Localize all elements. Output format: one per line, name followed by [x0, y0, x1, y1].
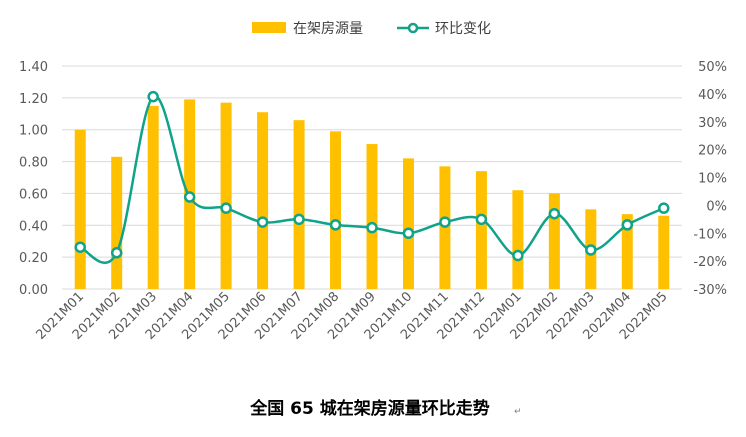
- line-series: [74, 90, 670, 264]
- bar: [621, 214, 633, 289]
- line-point: [548, 207, 561, 220]
- bar: [74, 129, 86, 289]
- line-point: [475, 213, 488, 226]
- line-point: [74, 241, 86, 253]
- bar: [548, 193, 560, 289]
- line-point: [293, 213, 305, 226]
- bar: [257, 112, 269, 289]
- right-tick-label: 0%: [706, 199, 727, 214]
- bar: [293, 120, 305, 290]
- right-tick-label: 20%: [698, 144, 727, 159]
- left-tick-label: 1.00: [19, 124, 48, 139]
- chart-title: 全国 65 城在架房源量环比走势: [249, 398, 490, 419]
- right-tick-label: 10%: [698, 172, 727, 187]
- line-point: [183, 191, 196, 203]
- right-tick-label: 50%: [698, 60, 727, 75]
- right-tick-label: 30%: [698, 116, 727, 131]
- bar: [366, 144, 378, 289]
- bar: [512, 190, 524, 289]
- line-point: [512, 249, 524, 262]
- left-tick-label: 1.20: [19, 92, 48, 107]
- line-point: [366, 221, 378, 234]
- bar: [475, 171, 487, 289]
- bar: [658, 215, 670, 289]
- line-point: [220, 202, 232, 214]
- right-tick-label: -10%: [693, 227, 727, 242]
- line-point: [147, 90, 159, 103]
- paragraph-mark: ↵: [514, 407, 522, 417]
- legend-line-label: 环比变化: [435, 21, 491, 37]
- legend: 在架房源量 环比变化: [252, 21, 491, 37]
- bar-series: [74, 99, 670, 290]
- bar: [330, 131, 342, 289]
- legend-bar-label: 在架房源量: [293, 21, 363, 37]
- left-axis-ticks: 0.00 0.20 0.40 0.60 0.80 1.00 1.20 1.40: [19, 60, 48, 298]
- line-point: [329, 219, 342, 231]
- left-tick-label: 0.00: [19, 283, 48, 298]
- line-point: [110, 247, 123, 259]
- left-tick-label: 0.20: [19, 251, 48, 266]
- left-tick-label: 1.40: [19, 60, 48, 75]
- bar: [402, 158, 414, 289]
- legend-bar-swatch: [252, 22, 286, 33]
- bar: [147, 105, 159, 289]
- legend-line-marker: [407, 22, 419, 34]
- bar: [220, 102, 232, 289]
- right-tick-label: -20%: [693, 255, 727, 270]
- left-tick-label: 0.80: [19, 156, 48, 171]
- line-point: [658, 202, 670, 214]
- line-point: [585, 244, 597, 256]
- line-point: [621, 219, 634, 231]
- left-tick-label: 0.60: [19, 187, 48, 202]
- right-tick-label: 40%: [698, 88, 727, 103]
- right-axis-ticks: -30% -20% -10% 0% 10% 20% 30% 40% 50%: [693, 60, 727, 298]
- bar: [111, 156, 123, 289]
- left-tick-label: 0.40: [19, 219, 48, 234]
- x-axis-ticks: 2021M012021M022021M032021M042021M052021M…: [33, 289, 670, 343]
- line-point: [439, 216, 451, 228]
- line-point: [402, 227, 415, 239]
- right-tick-label: -30%: [693, 283, 727, 298]
- line-point: [256, 216, 269, 228]
